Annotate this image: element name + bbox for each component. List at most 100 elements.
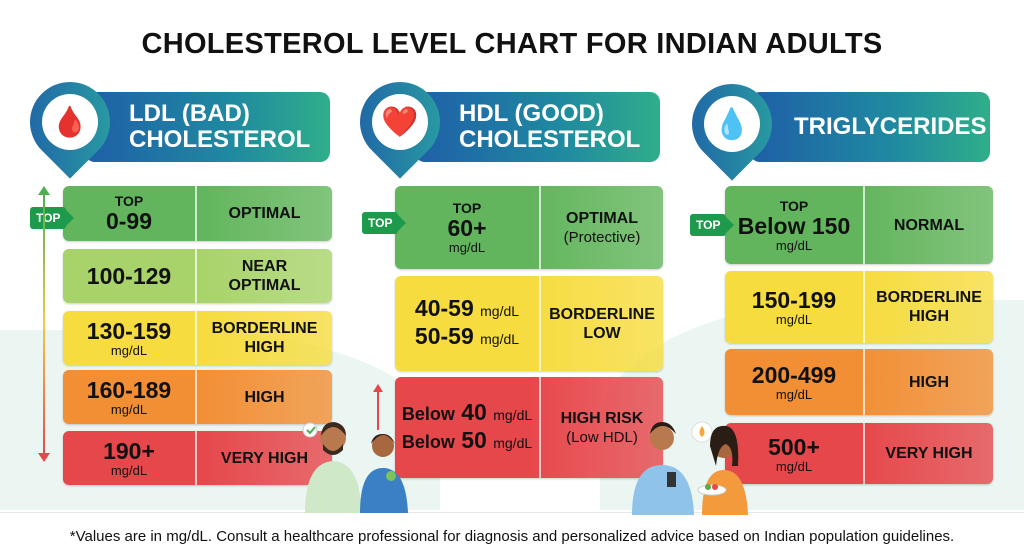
category-sublabel: (Protective): [563, 228, 641, 246]
hdl-title: HDL (GOOD) CHOLESTEROL: [459, 101, 640, 153]
category-cell: BORDERLINE LOW: [541, 305, 663, 343]
category-label: HIGH: [244, 388, 285, 406]
ldl-title: LDL (BAD) CHOLESTEROL: [129, 101, 310, 153]
category-cell: OPTIMAL (Protective): [541, 209, 663, 247]
range-cell: TOP 60+ mg/dL: [395, 186, 541, 269]
unit-label: mg/dL: [110, 402, 148, 417]
unit-label: mg/dL: [775, 387, 813, 402]
woman-with-salad-illustration: [691, 421, 748, 515]
hdl-header-banner: HDL (GOOD) CHOLESTEROL: [415, 92, 660, 162]
category-label: BORDERLINE: [876, 289, 982, 306]
unit-label: mg/dL: [775, 458, 813, 474]
category-label: NORMAL: [893, 216, 965, 234]
range-value: 100-129: [86, 262, 172, 289]
category-label: VERY HIGH: [220, 449, 309, 467]
range-cell: TOP 0-99: [63, 186, 197, 241]
range-number: 160-189: [86, 377, 172, 403]
unit-label: mg/dL: [480, 330, 520, 347]
category-label: HIGH RISK: [560, 409, 644, 427]
woman-illustration: [360, 434, 408, 513]
range-cell: 150-199 mg/dL: [725, 271, 865, 343]
category-label: OPTIMAL: [228, 277, 301, 294]
man-illustration: [302, 422, 361, 513]
range-number: 100-129: [86, 262, 172, 289]
ldl-level-row: 160-189 mg/dL HIGH: [63, 370, 332, 424]
tg-level-row: 500+ mg/dL VERY HIGH: [725, 423, 993, 484]
category-cell: HIGH: [197, 388, 332, 407]
category-label: LOW: [583, 324, 621, 342]
range-cell: 160-189 mg/dL: [63, 370, 197, 424]
unit-label: mg/dL: [480, 302, 520, 319]
unit-label: mg/dL: [493, 434, 533, 451]
range-number: Below 150: [737, 212, 851, 239]
range-cell: 130-159 mg/dL: [63, 311, 197, 365]
range-number: 40: [461, 398, 487, 425]
ldl-level-row: 100-129 NEAR OPTIMAL: [63, 249, 332, 303]
range-value: 200-499: [752, 363, 836, 388]
range-prefix: Below: [401, 403, 455, 424]
range-number: 60+: [447, 215, 487, 241]
category-label: OPTIMAL: [228, 205, 301, 222]
category-label: VERY HIGH: [885, 445, 973, 462]
footer-note: *Values are in mg/dL. Consult a healthca…: [69, 528, 955, 545]
hdl-level-row: Below 40 mg/dL Below 50 mg/dL HIGH RISK (Lo…: [395, 377, 663, 478]
range-value: 500+: [768, 433, 820, 460]
hdl-level-row: TOP 60+ mg/dL OPTIMAL (Protective): [395, 186, 663, 269]
ldl-header-banner: LDL (BAD) CHOLESTEROL: [85, 92, 330, 162]
range-value: 190+: [103, 439, 155, 464]
top-label: TOP: [452, 200, 482, 216]
range-cell: 40-59 mg/dL 50-59 mg/dL: [395, 276, 541, 371]
category-cell: OPTIMAL: [197, 204, 332, 223]
range-number: 190+: [103, 438, 155, 464]
range-number: 40-59: [414, 294, 474, 321]
category-label: HIGH: [909, 308, 949, 325]
range-value: Below 50 mg/dL: [401, 426, 533, 456]
tg-level-row: TOP Below 150 mg/dL NORMAL: [725, 186, 993, 264]
category-cell: BORDERLINE HIGH: [197, 319, 332, 357]
artery-icon: 🩸: [42, 94, 98, 150]
ldl-title-line: CHOLESTEROL: [129, 126, 311, 153]
range-number: 130-159: [86, 318, 172, 344]
range-number: 50: [461, 426, 487, 453]
range-value: 60+: [447, 216, 486, 241]
unit-label: mg/dL: [493, 406, 533, 423]
tg-title: TRIGLYCERIDES: [794, 114, 986, 140]
range-value: 150-199: [752, 288, 836, 313]
category-cell: HIGH RISK (Low HDL): [541, 409, 663, 447]
hdl-title-line: HDL (GOOD): [459, 100, 604, 127]
top-label: TOP: [114, 192, 144, 209]
man-with-phone-illustration: [632, 422, 694, 515]
range-number: 200-499: [751, 362, 837, 388]
range-value: Below 150: [737, 212, 851, 239]
footer-divider: [0, 512, 1024, 513]
range-value: 0-99: [105, 207, 153, 234]
ldl-level-row: TOP 0-99 OPTIMAL: [63, 186, 332, 241]
risk-scale-arrow-icon: [38, 186, 50, 462]
top-badge: TOP: [690, 214, 736, 236]
heart-icon: ❤️: [372, 94, 428, 150]
range-value: Below 40 mg/dL: [401, 398, 533, 428]
category-cell: NEAR OPTIMAL: [197, 257, 332, 295]
category-cell: VERY HIGH: [197, 449, 332, 468]
range-cell: Below 40 mg/dL Below 50 mg/dL: [395, 377, 541, 478]
range-number: 0-99: [105, 207, 153, 234]
unit-label: mg/dL: [775, 237, 813, 253]
range-prefix: Below: [401, 431, 455, 452]
range-value: 160-189: [87, 378, 171, 403]
range-number: 150-199: [751, 287, 837, 313]
range-number: 500+: [768, 433, 820, 460]
tg-level-row: 150-199 mg/dL BORDERLINE HIGH: [725, 271, 993, 343]
range-cell: 100-129: [63, 249, 197, 303]
category-label: BORDERLINE: [549, 305, 655, 323]
hdl-title-line: CHOLESTEROL: [459, 126, 641, 153]
tg-level-row: 200-499 mg/dL HIGH: [725, 349, 993, 415]
ldl-level-row: 130-159 mg/dL BORDERLINE HIGH: [63, 311, 332, 365]
unit-label: mg/dL: [110, 343, 148, 358]
oil-drops-icon: 💧: [704, 96, 760, 152]
range-value: 130-159: [87, 319, 171, 344]
tg-title-line: TRIGLYCERIDES: [794, 113, 987, 140]
range-cell: 190+ mg/dL: [63, 431, 197, 485]
range-cell: 200-499 mg/dL: [725, 349, 865, 415]
range-number: 50-59: [414, 322, 474, 349]
category-label: HIGH: [244, 339, 285, 356]
